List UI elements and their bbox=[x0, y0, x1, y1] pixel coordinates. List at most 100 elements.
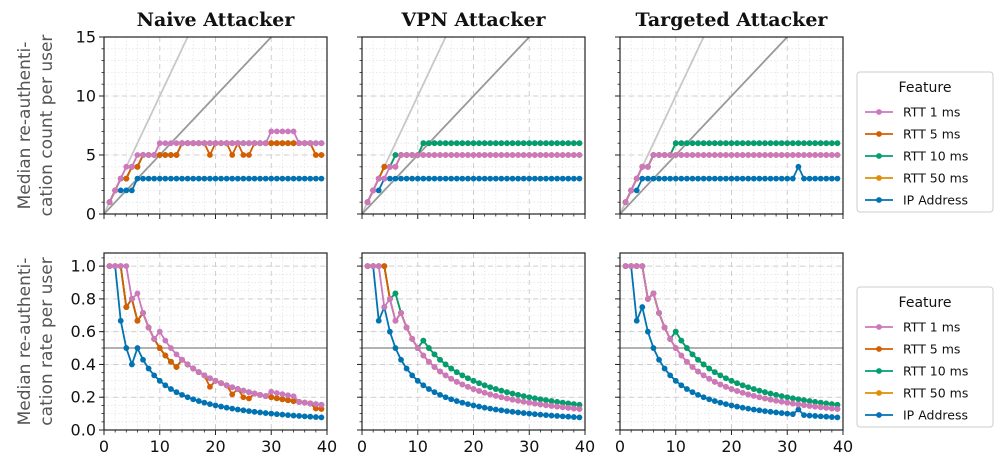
data-point bbox=[273, 395, 280, 402]
data-point bbox=[537, 152, 544, 158]
data-point bbox=[168, 175, 174, 182]
data-point bbox=[784, 140, 791, 147]
data-point bbox=[381, 263, 388, 270]
data-point bbox=[426, 152, 432, 158]
data-point bbox=[492, 386, 499, 392]
data-point bbox=[723, 175, 729, 182]
data-point bbox=[403, 152, 410, 158]
data-point bbox=[633, 175, 640, 182]
data-point bbox=[156, 328, 163, 335]
data-point bbox=[290, 412, 297, 419]
data-point bbox=[543, 397, 549, 404]
data-point bbox=[184, 175, 191, 182]
data-point bbox=[453, 152, 460, 158]
data-point bbox=[190, 175, 197, 182]
data-point bbox=[476, 403, 482, 410]
data-point bbox=[273, 140, 280, 147]
data-point bbox=[251, 140, 258, 147]
legend-entry: RTT 1 ms bbox=[903, 105, 960, 120]
series-rtt-1-ms bbox=[106, 263, 325, 408]
data-point bbox=[492, 152, 499, 158]
data-point bbox=[717, 381, 724, 388]
data-point bbox=[576, 175, 583, 182]
reference-lines bbox=[104, 37, 272, 214]
data-point bbox=[576, 401, 583, 408]
data-point bbox=[745, 140, 752, 147]
data-point bbox=[520, 393, 527, 399]
data-point bbox=[465, 175, 471, 182]
data-point bbox=[789, 395, 796, 402]
y-axis-label-line: cation rate per user bbox=[37, 257, 57, 425]
data-point bbox=[509, 175, 516, 182]
data-point bbox=[184, 394, 191, 401]
data-point bbox=[745, 391, 752, 398]
legend: Feature RTT 1 ms RTT 5 ms RTT 10 ms RTT 50 m… bbox=[856, 71, 994, 213]
data-point bbox=[442, 140, 449, 147]
data-point bbox=[576, 152, 583, 158]
data-point bbox=[689, 364, 696, 370]
data-point bbox=[817, 140, 824, 147]
data-point bbox=[301, 140, 308, 147]
data-point bbox=[739, 152, 746, 158]
data-point bbox=[745, 384, 752, 391]
data-point bbox=[246, 175, 252, 182]
panel-count-3: Targeted Attacker bbox=[615, 9, 844, 219]
legend-title: Feature bbox=[899, 80, 952, 96]
data-point bbox=[470, 152, 477, 158]
data-point bbox=[448, 365, 455, 372]
data-point bbox=[398, 356, 404, 363]
data-point bbox=[251, 390, 258, 397]
data-point bbox=[268, 394, 275, 401]
legend-entry: IP Address bbox=[903, 193, 968, 208]
series-ip-address bbox=[364, 263, 583, 421]
data-point bbox=[767, 175, 774, 182]
data-point bbox=[420, 152, 427, 158]
legend-swatch-marker bbox=[876, 197, 882, 203]
data-point bbox=[123, 175, 130, 182]
data-point bbox=[554, 175, 561, 182]
data-point bbox=[504, 389, 510, 396]
data-point bbox=[168, 152, 174, 158]
data-point bbox=[290, 140, 297, 147]
data-point bbox=[656, 356, 662, 363]
data-point bbox=[795, 406, 802, 413]
data-point bbox=[650, 290, 657, 297]
data-point bbox=[134, 175, 141, 182]
data-point bbox=[234, 386, 241, 392]
legend-swatch-marker bbox=[876, 346, 882, 352]
y-tick-label: 10 bbox=[76, 87, 96, 106]
data-point bbox=[481, 404, 488, 411]
data-point bbox=[476, 388, 482, 394]
data-point bbox=[543, 175, 549, 182]
data-point bbox=[481, 175, 488, 182]
data-point bbox=[526, 152, 533, 158]
data-point bbox=[684, 140, 690, 147]
data-point bbox=[426, 345, 432, 351]
data-point bbox=[437, 391, 443, 398]
legend-entry: IP Address bbox=[903, 408, 968, 423]
data-point bbox=[262, 393, 269, 399]
data-point bbox=[778, 398, 785, 405]
data-point bbox=[644, 295, 651, 302]
data-point bbox=[706, 175, 713, 182]
data-point bbox=[431, 140, 438, 147]
panel-count-1: 0 5 10 15 Naive Attacker bbox=[76, 9, 328, 224]
data-point bbox=[509, 152, 516, 158]
data-point bbox=[442, 175, 449, 182]
data-point bbox=[386, 328, 393, 335]
legend-title: Feature bbox=[899, 295, 952, 311]
data-point bbox=[750, 140, 757, 147]
data-point bbox=[812, 399, 819, 405]
data-point bbox=[431, 389, 438, 396]
data-point bbox=[156, 140, 163, 147]
data-point bbox=[823, 400, 830, 407]
data-point bbox=[381, 175, 388, 182]
data-point bbox=[403, 175, 410, 182]
data-point bbox=[554, 140, 561, 147]
data-point bbox=[465, 383, 471, 390]
data-point bbox=[465, 401, 471, 408]
data-point bbox=[173, 389, 180, 396]
data-point bbox=[437, 175, 443, 182]
data-point bbox=[123, 187, 130, 194]
